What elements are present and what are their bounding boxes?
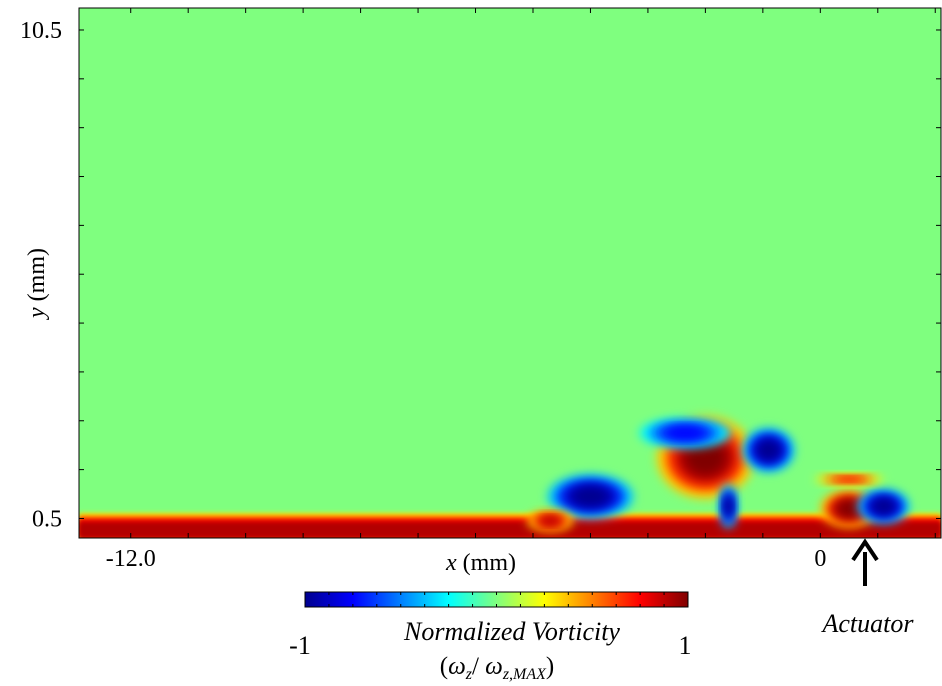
y-axis-unit: (mm) bbox=[24, 248, 50, 307]
x-tick-label: 0 bbox=[814, 546, 826, 572]
formula-subscript-max: z,MAX bbox=[502, 666, 547, 683]
vorticity-field bbox=[79, 415, 941, 538]
colorbar-max-label: 1 bbox=[679, 631, 692, 660]
negative-vortex bbox=[758, 441, 779, 459]
negative-vortex bbox=[573, 487, 608, 506]
positive-vortex bbox=[835, 477, 863, 482]
x-tick-label: -12.0 bbox=[106, 546, 156, 572]
formula-omega-max: ω bbox=[485, 653, 503, 680]
y-tick-label: 0.5 bbox=[32, 506, 62, 532]
colorbar-formula: (ωz/ ωz,MAX) bbox=[440, 653, 555, 683]
formula-open-paren: ( bbox=[440, 653, 448, 680]
formula-separator: / bbox=[472, 653, 485, 680]
formula-omega: ω bbox=[448, 653, 466, 680]
actuator-arrow-icon bbox=[851, 538, 879, 586]
plot-background bbox=[79, 8, 941, 538]
boundary-layer bbox=[79, 522, 941, 538]
negative-vortex bbox=[666, 427, 704, 439]
x-axis-variable: x bbox=[445, 550, 457, 576]
colorbar-ticks bbox=[328, 592, 665, 607]
x-axis-unit: (mm) bbox=[457, 550, 516, 576]
negative-vortex bbox=[873, 499, 894, 514]
y-axis-label: y (mm) bbox=[24, 248, 50, 320]
colorbar-title: Normalized Vorticity bbox=[403, 617, 620, 646]
positive-vortex bbox=[685, 440, 725, 475]
negative-vortex bbox=[724, 497, 732, 516]
colorbar-min-label: -1 bbox=[289, 631, 311, 660]
y-axis-variable: y bbox=[24, 307, 50, 320]
positive-vortex bbox=[541, 516, 560, 525]
positive-vortex bbox=[837, 501, 861, 517]
formula-close-paren: ) bbox=[546, 653, 554, 680]
plot-frame bbox=[78, 7, 942, 539]
actuator-label: Actuator bbox=[821, 609, 915, 638]
y-tick-label: 10.5 bbox=[20, 18, 62, 44]
minor-ticks bbox=[79, 8, 941, 538]
x-axis-label: x (mm) bbox=[445, 550, 516, 576]
formula-subscript: z bbox=[465, 666, 473, 683]
